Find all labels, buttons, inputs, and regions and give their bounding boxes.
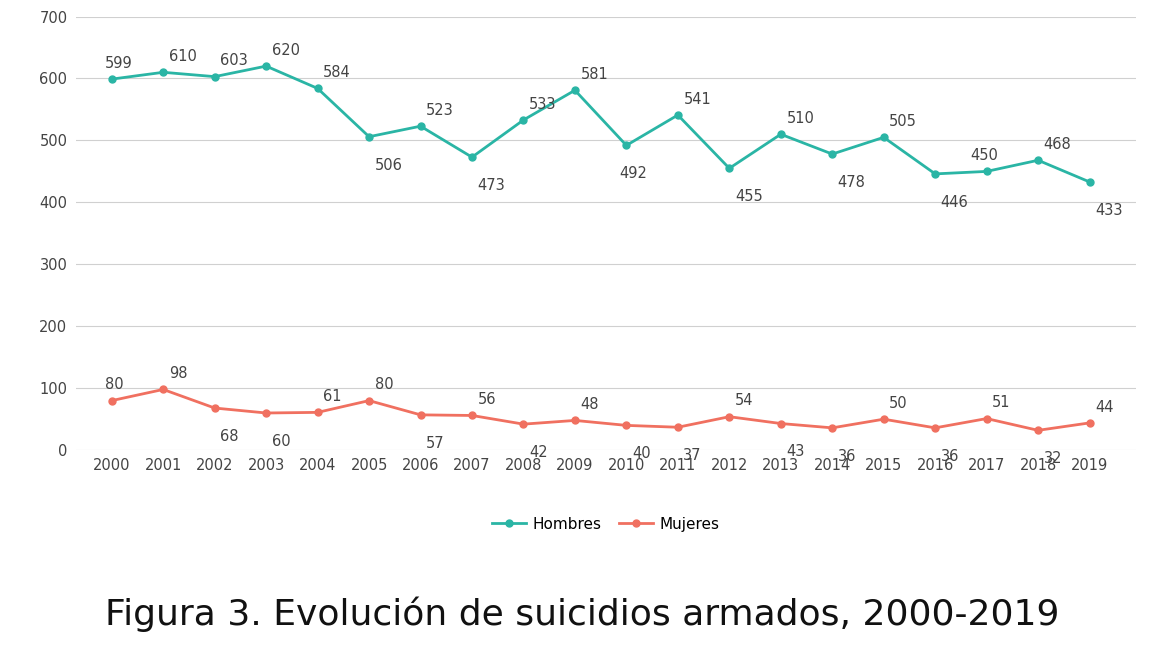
Mujeres: [929, 424, 942, 432]
Text: 68: 68: [220, 429, 239, 444]
Text: 599: 599: [105, 56, 133, 71]
Mujeres: [465, 412, 479, 420]
Mujeres: [105, 397, 119, 404]
Text: 48: 48: [580, 397, 599, 412]
Hombres: [929, 170, 942, 178]
Hombres: [825, 150, 839, 158]
Line: Hombres: Hombres: [108, 63, 1093, 185]
Mujeres: [722, 412, 736, 420]
Hombres: [980, 167, 994, 175]
Hombres: [516, 116, 530, 124]
Text: 51: 51: [993, 395, 1011, 410]
Text: 603: 603: [220, 54, 248, 68]
Text: Figura 3. Evolución de suicidios armados, 2000-2019: Figura 3. Evolución de suicidios armados…: [105, 596, 1060, 632]
Legend: Hombres, Mujeres: Hombres, Mujeres: [486, 510, 726, 538]
Text: 36: 36: [940, 449, 959, 463]
Text: 610: 610: [169, 49, 197, 64]
Mujeres: [362, 397, 376, 404]
Text: 468: 468: [1044, 137, 1072, 152]
Text: 581: 581: [580, 67, 608, 82]
Text: 32: 32: [1044, 451, 1062, 466]
Text: 57: 57: [426, 436, 445, 451]
Mujeres: [774, 420, 788, 428]
Hombres: [774, 130, 788, 138]
Text: 478: 478: [838, 175, 866, 190]
Mujeres: [311, 408, 325, 416]
Text: 60: 60: [271, 434, 290, 449]
Mujeres: [414, 411, 428, 419]
Text: 510: 510: [786, 111, 814, 126]
Text: 533: 533: [529, 97, 557, 112]
Text: 40: 40: [631, 446, 650, 461]
Text: 506: 506: [375, 158, 402, 173]
Text: 50: 50: [889, 396, 908, 411]
Text: 61: 61: [323, 389, 341, 404]
Hombres: [311, 85, 325, 93]
Hombres: [465, 153, 479, 161]
Text: 56: 56: [478, 392, 496, 407]
Hombres: [105, 75, 119, 83]
Text: 42: 42: [529, 445, 548, 460]
Text: 43: 43: [786, 444, 805, 459]
Mujeres: [156, 385, 170, 393]
Hombres: [362, 133, 376, 141]
Hombres: [414, 122, 428, 130]
Text: 37: 37: [684, 448, 701, 463]
Hombres: [567, 86, 581, 94]
Hombres: [620, 142, 634, 150]
Mujeres: [259, 409, 273, 417]
Hombres: [671, 111, 685, 119]
Mujeres: [825, 424, 839, 432]
Text: 620: 620: [271, 43, 299, 58]
Hombres: [877, 133, 891, 141]
Hombres: [1082, 178, 1096, 186]
Mujeres: [1031, 426, 1045, 434]
Hombres: [1031, 156, 1045, 164]
Mujeres: [671, 423, 685, 431]
Hombres: [722, 164, 736, 172]
Mujeres: [620, 422, 634, 430]
Hombres: [259, 62, 273, 70]
Text: 450: 450: [970, 148, 998, 163]
Text: 523: 523: [426, 103, 454, 118]
Text: 44: 44: [1095, 400, 1114, 414]
Text: 433: 433: [1095, 203, 1123, 218]
Mujeres: [877, 415, 891, 423]
Text: 584: 584: [323, 65, 351, 80]
Mujeres: [1082, 419, 1096, 427]
Text: 541: 541: [684, 92, 711, 107]
Text: 80: 80: [105, 377, 123, 393]
Text: 98: 98: [169, 366, 188, 381]
Text: 492: 492: [620, 166, 648, 181]
Text: 473: 473: [478, 178, 506, 193]
Mujeres: [207, 404, 221, 412]
Text: 36: 36: [838, 449, 856, 463]
Mujeres: [567, 416, 581, 424]
Text: 446: 446: [940, 195, 968, 210]
Text: 54: 54: [735, 393, 754, 408]
Text: 80: 80: [375, 377, 394, 393]
Text: 505: 505: [889, 114, 917, 129]
Hombres: [156, 68, 170, 76]
Hombres: [207, 73, 221, 81]
Line: Mujeres: Mujeres: [108, 386, 1093, 434]
Text: 455: 455: [735, 189, 763, 204]
Mujeres: [516, 420, 530, 428]
Mujeres: [980, 414, 994, 422]
